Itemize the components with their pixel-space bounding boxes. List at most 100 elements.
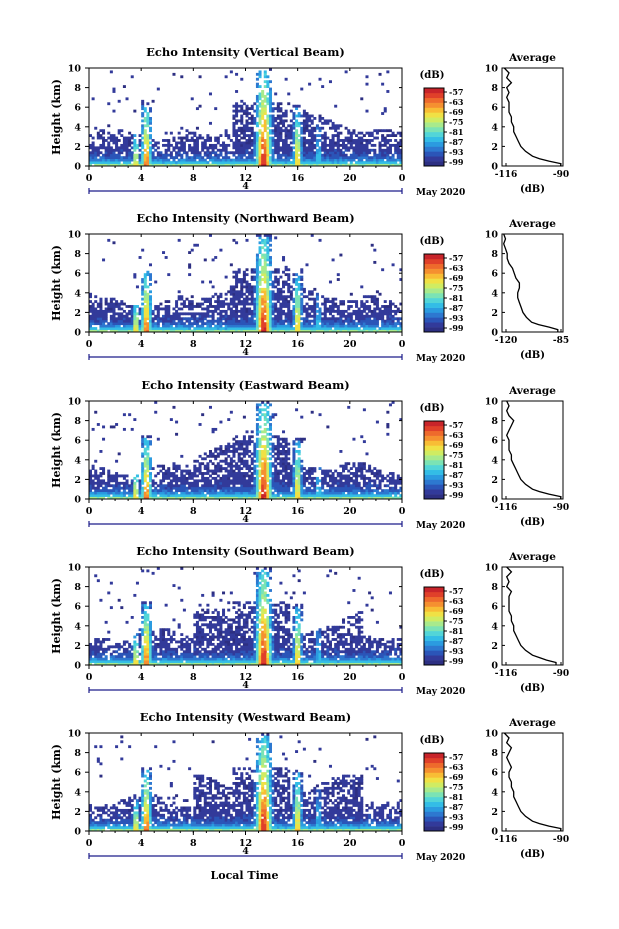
heatmap-cell <box>190 472 194 475</box>
heatmap-cell <box>91 305 95 308</box>
heatmap-cell <box>122 481 126 485</box>
heatmap-cell <box>133 139 137 142</box>
heatmap-cell <box>258 280 262 284</box>
heatmap-cell <box>99 300 103 303</box>
heatmap-cell <box>94 307 98 311</box>
heatmap-cell <box>193 151 197 155</box>
heatmap-cell <box>274 305 278 308</box>
heatmap-cell <box>282 494 286 497</box>
heatmap-cell <box>388 307 392 311</box>
heatmap-cell <box>104 153 108 157</box>
heatmap-cell <box>172 136 176 140</box>
heatmap-cell <box>261 408 265 412</box>
heatmap-cell <box>182 476 186 480</box>
heatmap-cell <box>274 119 278 123</box>
heatmap-cell <box>271 435 275 439</box>
heatmap-cell <box>208 324 212 328</box>
heatmap-cell <box>263 75 267 79</box>
heatmap-cell <box>109 163 113 167</box>
heatmap-cell <box>248 117 252 120</box>
heatmap-cell <box>396 322 400 326</box>
heatmap-cell <box>274 476 278 480</box>
heatmap-cell <box>342 161 346 164</box>
heatmap-cell <box>138 141 142 145</box>
heatmap-cell <box>297 287 301 291</box>
heatmap-cell <box>248 129 252 133</box>
heatmap-cell <box>258 442 262 446</box>
heatmap-cell <box>349 161 353 164</box>
heatmap-cell <box>255 423 259 426</box>
heatmap-cell <box>263 462 267 466</box>
heatmap-cell <box>154 486 158 490</box>
heatmap-cell <box>375 322 379 326</box>
heatmap-cell <box>99 136 103 140</box>
heatmap-cell <box>188 148 192 152</box>
colorbar-swatch <box>424 122 444 128</box>
heatmap-cell <box>362 324 366 328</box>
heatmap-cell <box>258 153 262 157</box>
profile-line <box>503 67 562 166</box>
heatmap-cell <box>261 134 265 137</box>
heatmap-cell <box>206 464 210 468</box>
heatmap-cell <box>250 287 254 291</box>
heatmap-cell <box>289 136 293 140</box>
heatmap-cell <box>148 161 152 164</box>
heatmap-cell <box>91 322 95 326</box>
heatmap-cell <box>383 329 387 333</box>
heatmap-cell <box>255 479 259 483</box>
heatmap-cell <box>208 496 212 500</box>
heatmap-cell <box>115 476 119 480</box>
heatmap-cell <box>391 158 395 162</box>
heatmap-cell <box>287 329 291 333</box>
heatmap-cell <box>258 156 262 160</box>
heatmap-cell <box>190 307 194 311</box>
panel-2: Echo Intensity (Northward Beam)Height (k… <box>50 211 569 364</box>
heatmap-cell <box>292 472 296 475</box>
heatmap-cell <box>235 472 239 475</box>
heatmap-cell <box>360 285 364 289</box>
heatmap-cell <box>107 158 111 162</box>
heatmap-cell <box>287 131 291 135</box>
heatmap-cell <box>305 489 309 493</box>
heatmap-cell <box>258 241 262 245</box>
heatmap-cell <box>175 300 179 303</box>
heatmap-cell <box>135 319 139 323</box>
heatmap-cell <box>297 158 301 162</box>
heatmap-cell <box>287 314 291 318</box>
heatmap-cell <box>211 309 215 313</box>
heatmap-cell <box>268 148 272 152</box>
heatmap-cell <box>258 464 262 468</box>
heatmap-cell <box>214 464 218 468</box>
heatmap-cell <box>169 472 173 475</box>
heatmap-cell <box>300 292 304 296</box>
heatmap-cell <box>208 322 212 326</box>
heatmap-cell <box>96 148 100 152</box>
heatmap-cell <box>326 474 330 478</box>
heatmap-cell <box>245 107 249 111</box>
heatmap-cell <box>258 474 262 478</box>
heatmap-cell <box>128 309 132 313</box>
heatmap-cell <box>365 146 369 150</box>
heatmap-cell <box>206 161 210 164</box>
heatmap-cell <box>253 459 257 463</box>
heatmap-cell <box>394 322 398 326</box>
heatmap-cell <box>224 131 228 135</box>
heatmap-cell <box>274 134 278 137</box>
heatmap-cell <box>227 158 231 162</box>
heatmap-cell <box>271 494 275 497</box>
heatmap-cell <box>375 319 379 323</box>
heatmap-cell <box>248 153 252 157</box>
heatmap-cell <box>188 158 192 162</box>
heatmap-cell <box>315 494 319 497</box>
heatmap-cell <box>373 153 377 157</box>
heatmap-cell <box>399 317 403 321</box>
heatmap-cell <box>266 440 270 444</box>
heatmap-cell <box>253 151 257 155</box>
heatmap-cell <box>287 491 291 495</box>
heatmap-cell <box>357 327 361 330</box>
heatmap-cell <box>115 302 119 306</box>
heatmap-cell <box>135 163 139 167</box>
heatmap-cell <box>224 309 228 313</box>
heatmap-cell <box>162 156 166 160</box>
heatmap-cell <box>305 295 309 299</box>
